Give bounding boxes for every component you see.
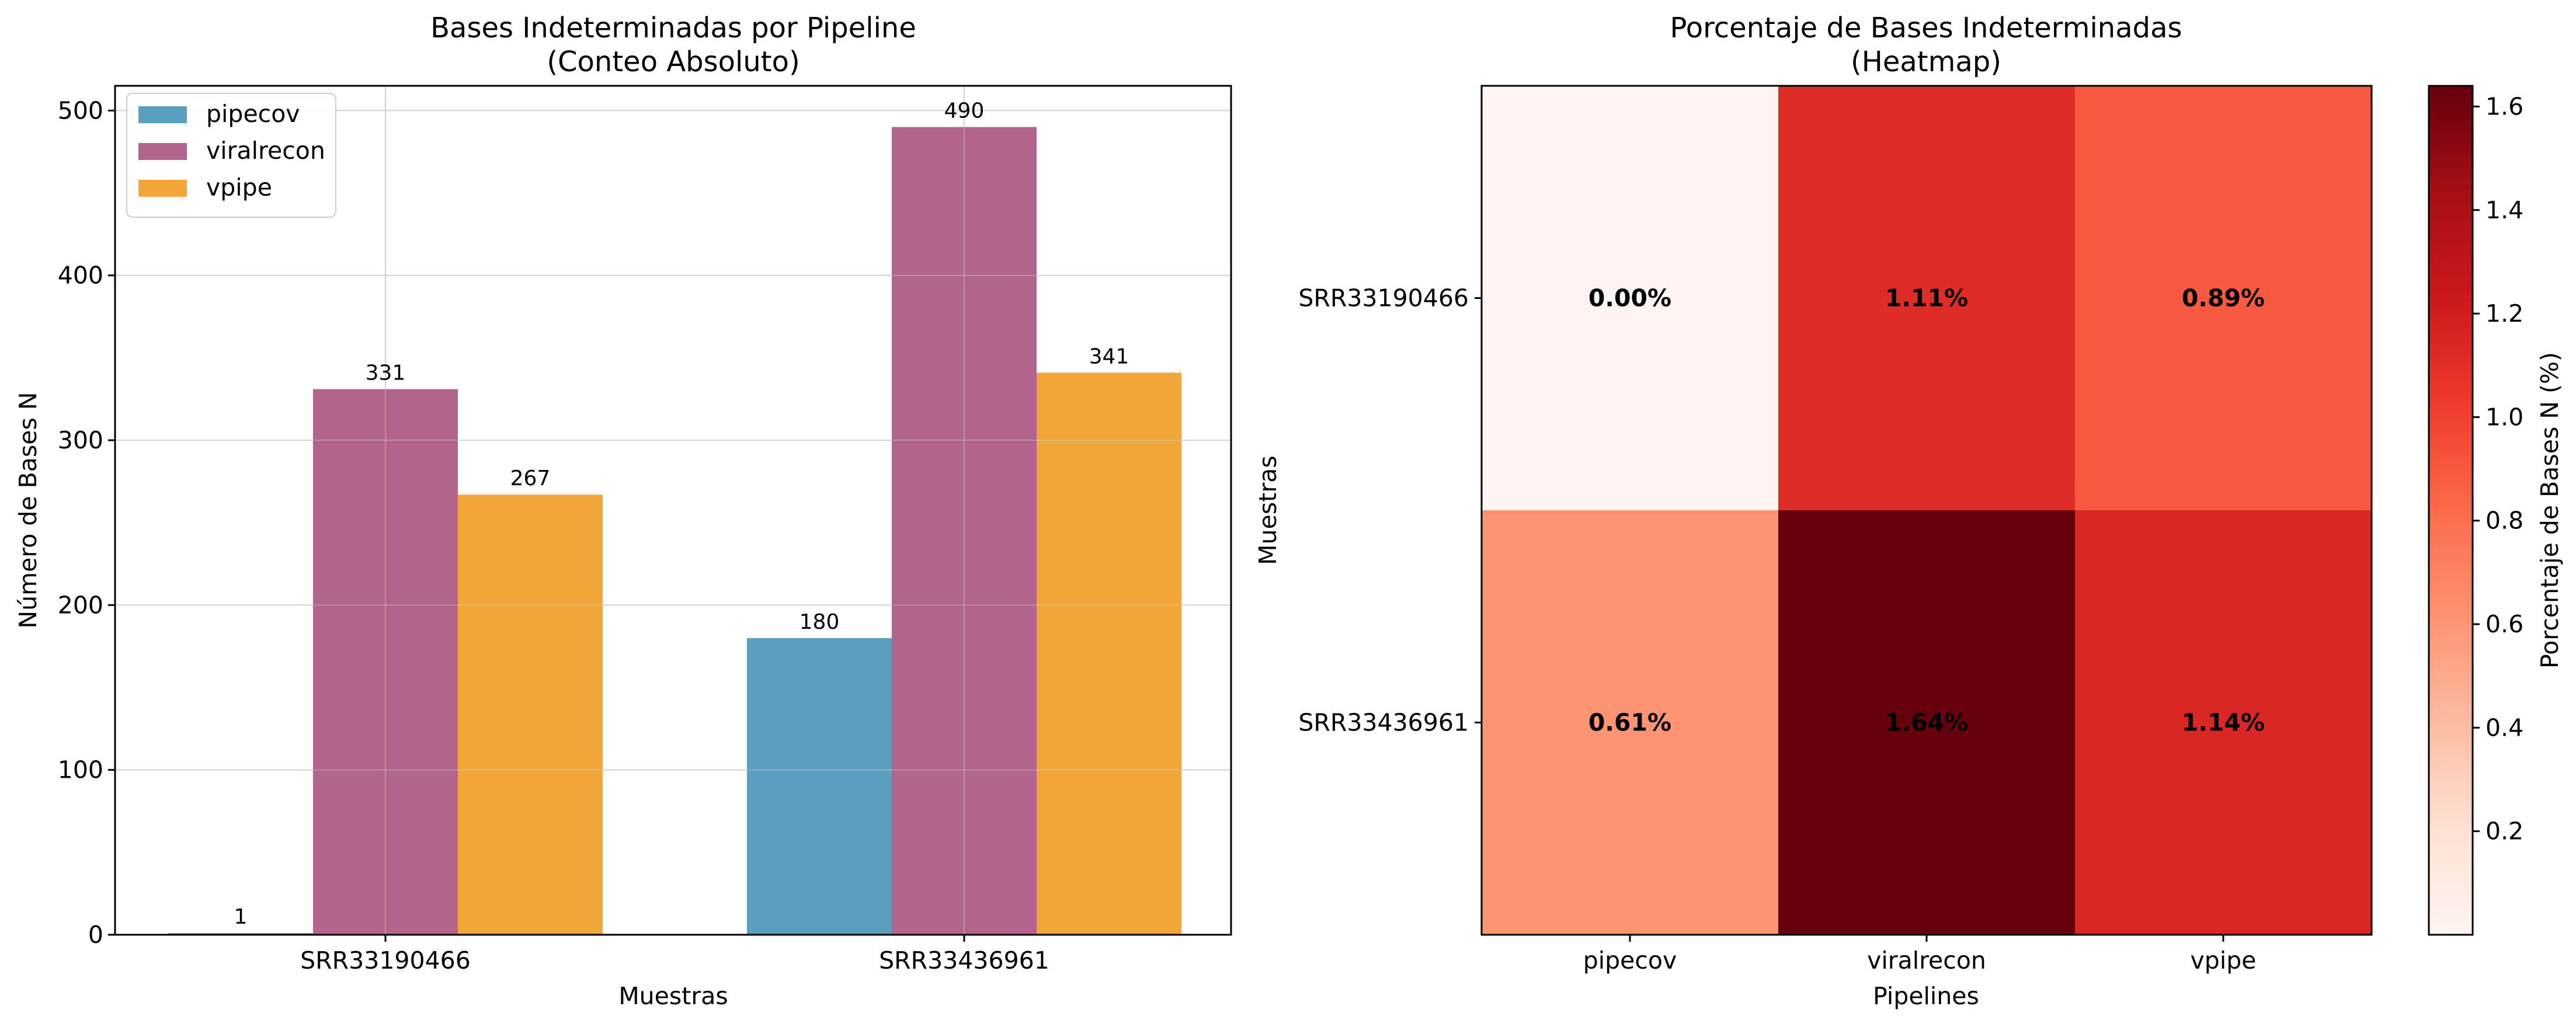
bar-y-tick-label: 400: [58, 262, 103, 290]
colorbar-tick-label: 1.2: [2485, 300, 2523, 328]
legend-label-viralrecon: viralrecon: [206, 137, 325, 165]
legend-swatch-viralrecon: [138, 143, 187, 160]
colorbar: 0.2 0.4 0.6 0.8 1.0 1.2 1.4 1.6 Porcentaje de B…: [2428, 85, 2564, 936]
heatmap-cell-label: 0.89%: [2182, 284, 2265, 312]
heatmap-cell-label: 1.11%: [1885, 284, 1968, 312]
bar-data-label: 1: [234, 905, 248, 929]
heatmap-cell-label: 1.14%: [2182, 709, 2265, 737]
bar-data-label: 180: [799, 610, 840, 634]
heatmap-x-tick-label: viralrecon: [1867, 946, 1986, 974]
bar-plot-frame: [114, 85, 1232, 936]
heatmap-x-ticks: pipecov viralrecon vpipe: [1583, 935, 2257, 974]
heatmap-cell-SRR33190466-viralrecon: [1778, 86, 2076, 511]
bar-y-tick-label: 200: [58, 591, 103, 619]
colorbar-label: Porcentaje de Bases N (%): [2536, 352, 2564, 669]
colorbar-tick-label: 0.2: [2485, 817, 2523, 845]
bar-y-tick-label: 500: [58, 96, 103, 124]
heatmap-cell-SRR33436961-viralrecon: [1778, 510, 2076, 935]
bar-x-tick-label: SRR33190466: [300, 946, 471, 974]
bar-vpipe-SRR33436961: [1037, 372, 1181, 935]
bar-y-tick-label: 0: [88, 921, 103, 949]
legend-label-pipecov: pipecov: [206, 100, 300, 128]
colorbar-ticks: 0.2 0.4 0.6 0.8 1.0 1.2 1.4 1.6: [2473, 92, 2523, 845]
colorbar-tick-label: 1.6: [2485, 92, 2523, 120]
bar-pipecov-SRR33436961: [747, 638, 892, 935]
bar-data-label: 341: [1089, 344, 1129, 368]
bar-data-label: 331: [366, 361, 406, 385]
heatmap-y-tick-label: SRR33436961: [1298, 709, 1469, 737]
colorbar-tick-label: 0.8: [2485, 507, 2523, 535]
colorbar-tick-label: 0.4: [2485, 713, 2523, 741]
bar-data-label: 267: [510, 466, 551, 490]
bar-vpipe-SRR33190466: [458, 495, 603, 935]
heatmap-x-tick-label: vpipe: [2191, 946, 2257, 974]
legend-label-vpipe: vpipe: [206, 173, 272, 201]
bar-x-axis-label: Muestras: [618, 982, 728, 1010]
heatmap-y-axis-label: Muestras: [1254, 455, 1282, 565]
bar-x-ticks: SRR33190466 SRR33436961: [300, 935, 1049, 974]
bar-legend: pipecov viralrecon vpipe: [126, 93, 336, 218]
heatmap-cell-SRR33436961-vpipe: [2075, 510, 2372, 935]
heatmap-cell-SRR33190466-pipecov: [1482, 86, 1779, 511]
bar-y-axis-label: Número de Bases N: [14, 392, 42, 628]
heatmap-y-tick-label: SRR33190466: [1298, 284, 1469, 312]
heatmap-cell-label: 0.00%: [1588, 284, 1671, 312]
heatmap-title: Porcentaje de Bases Indeterminadas: [1670, 12, 2182, 44]
bar-y-ticks: 0 100 200 300 400 500: [58, 96, 115, 949]
bar-x-tick-label: SRR33436961: [879, 946, 1049, 974]
heatmap-cell-SRR33190466-vpipe: [2075, 86, 2372, 511]
bar-y-tick-label: 100: [58, 756, 103, 784]
heatmap-x-axis-label: Pipelines: [1873, 982, 1979, 1010]
colorbar-tick-label: 1.4: [2485, 196, 2523, 224]
heatmap-cell-SRR33436961-pipecov: [1482, 510, 1779, 935]
heatmap-subtitle: (Heatmap): [1851, 46, 2001, 78]
bar-y-tick-label: 300: [58, 426, 103, 454]
heatmap-cell-label: 0.61%: [1588, 709, 1671, 737]
bar-data-labels: 1 180 331 490 267 341: [234, 99, 1129, 929]
heatmap-x-tick-label: pipecov: [1583, 946, 1677, 974]
colorbar-gradient: [2428, 85, 2474, 936]
colorbar-tick-label: 0.6: [2485, 610, 2523, 638]
heatmap-cell-label: 1.64%: [1885, 709, 1968, 737]
heatmap-cells: [1482, 86, 2372, 935]
bars: [115, 86, 1231, 935]
legend-swatch-pipecov: [138, 106, 187, 123]
heatmap-cell-labels: 0.00% 1.11% 0.89% 0.61% 1.64% 1.14%: [1588, 284, 2265, 737]
bar-data-label: 490: [944, 99, 985, 123]
bar-viralrecon-SRR33190466: [313, 389, 458, 935]
bar-viralrecon-SRR33436961: [892, 127, 1037, 935]
bar-chart-title: Bases Indeterminadas por Pipeline: [430, 12, 916, 44]
bar-chart: Bases Indeterminadas por Pipeline (Conte…: [14, 12, 1232, 1010]
heatmap-y-ticks: SRR33190466 SRR33436961: [1298, 284, 1482, 737]
colorbar-tick-label: 1.0: [2485, 403, 2523, 431]
bar-chart-subtitle: (Conteo Absoluto): [547, 46, 799, 78]
legend-swatch-vpipe: [138, 180, 187, 197]
heatmap-chart: Porcentaje de Bases Indeterminadas (Heat…: [1254, 12, 2373, 1010]
